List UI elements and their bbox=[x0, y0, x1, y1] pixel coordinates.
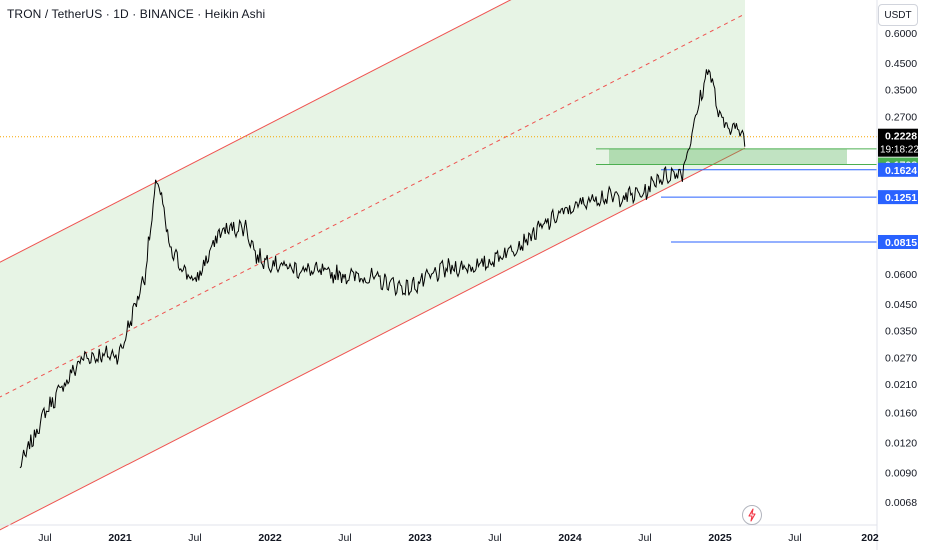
y-tick-label: 0.0270 bbox=[885, 353, 917, 365]
channel-middle-line bbox=[0, 13, 746, 398]
x-tick-label: Jul bbox=[488, 532, 501, 544]
y-tick-label: 0.0068 bbox=[885, 497, 917, 509]
current-price-tag: 0.2228 19:18:22 bbox=[878, 128, 919, 157]
lightning-bolt-icon bbox=[748, 508, 756, 522]
current-price-box bbox=[878, 128, 918, 157]
level-tag-box bbox=[878, 234, 918, 249]
price-series-line bbox=[19, 68, 746, 469]
x-tick-label: 2021 bbox=[108, 532, 132, 544]
x-tick-label: Jul bbox=[788, 532, 801, 544]
y-tick-label: 0.0210 bbox=[885, 379, 917, 391]
x-tick-label: Jul bbox=[638, 532, 651, 544]
alert-badge[interactable] bbox=[742, 505, 762, 525]
level-tag-0.1251: 0.1251 bbox=[878, 190, 918, 205]
x-tick-label: 2024 bbox=[558, 532, 582, 544]
x-tick-label: Jul bbox=[38, 532, 51, 544]
x-tick-label: 202 bbox=[861, 532, 879, 544]
level-tag-label: 0.0815 bbox=[885, 237, 917, 249]
channel-fill bbox=[0, 0, 745, 530]
y-tick-label: 0.0090 bbox=[885, 468, 917, 480]
y-tick-label: 0.3500 bbox=[885, 84, 917, 96]
support-zone bbox=[609, 148, 847, 165]
currency-selector-button[interactable]: USDT bbox=[878, 4, 918, 26]
x-tick-label: 2025 bbox=[708, 532, 732, 544]
level-tag-label: 0.1251 bbox=[885, 192, 917, 204]
x-tick-label: Jul bbox=[338, 532, 351, 544]
countdown-label: 19:18:22 bbox=[880, 145, 919, 156]
current-price-label: 0.2228 bbox=[885, 131, 917, 143]
channel-lower-line bbox=[0, 147, 746, 531]
y-tick-label: 0.6000 bbox=[885, 28, 917, 40]
y-tick-label: 0.0160 bbox=[885, 407, 917, 419]
y-tick-label: 0.0600 bbox=[885, 269, 917, 281]
level-tag-box bbox=[878, 162, 918, 177]
x-tick-label: 2023 bbox=[408, 532, 432, 544]
level-tag-0.1624: 0.1624 bbox=[878, 162, 918, 177]
level-tag-label: 0.1624 bbox=[885, 165, 917, 177]
x-tick-label: Jul bbox=[188, 532, 201, 544]
y-tick-label: 0.2700 bbox=[885, 112, 917, 124]
channel-upper-line bbox=[0, 0, 512, 263]
x-tick-label: 2022 bbox=[258, 532, 282, 544]
y-tick-label: 0.0450 bbox=[885, 299, 917, 311]
level-tag-box bbox=[878, 190, 918, 205]
symbol-title: TRON / TetherUS · 1D · BINANCE · Heikin … bbox=[7, 7, 266, 21]
y-tick-label: 0.4500 bbox=[885, 58, 917, 70]
level-tag-0.0815: 0.0815 bbox=[878, 234, 918, 249]
y-tick-label: 0.0350 bbox=[885, 325, 917, 337]
y-tick-label: 0.0120 bbox=[885, 438, 917, 450]
